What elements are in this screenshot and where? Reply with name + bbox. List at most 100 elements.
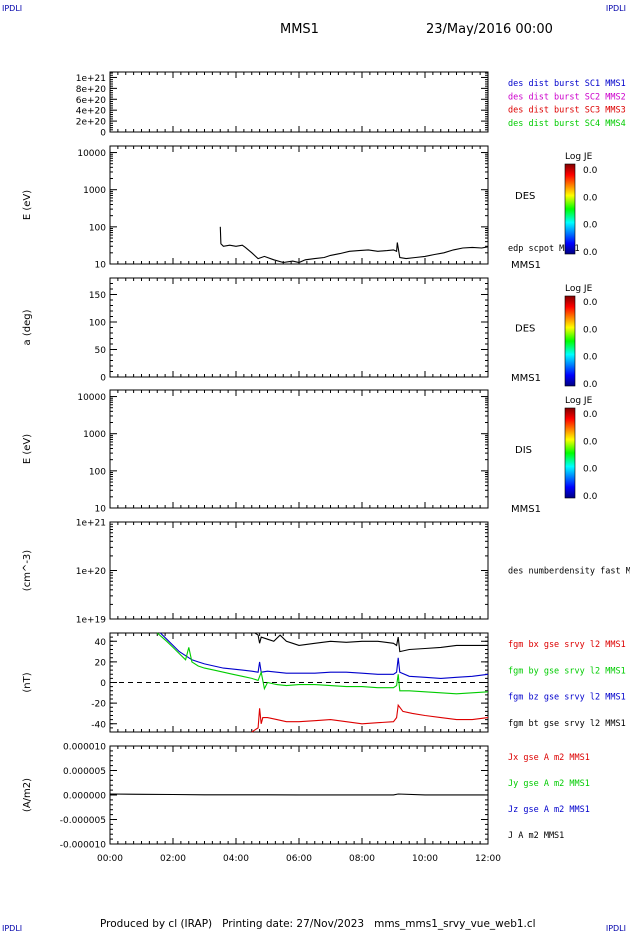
y-tick-label: 10000 — [77, 149, 106, 159]
colorbar-tick-label: 0.0 — [583, 193, 598, 203]
x-tick-label: 06:00 — [286, 854, 312, 864]
colorbar-tick-label: 0.0 — [583, 298, 598, 308]
y-tick-label: 1e+21 — [76, 74, 106, 84]
y-tick-label: 1e+21 — [76, 519, 106, 529]
y-tick-label: 1e+20 — [76, 567, 107, 577]
legend-entry: Jz gse A m2 MMS1 — [508, 805, 590, 815]
datetime-title: 23/May/2016 00:00 — [426, 22, 553, 37]
y-tick-label: 50 — [95, 346, 107, 356]
colorbar-tick-label: 0.0 — [583, 166, 598, 176]
colorbar-tick-label: 0.0 — [583, 437, 598, 447]
legend-entry: fgm bx gse srvy l2 MMS1 — [508, 640, 626, 650]
legend-entry: fgm bt gse srvy l2 MMS1 — [508, 719, 626, 729]
y-tick-label: 1000 — [83, 186, 106, 196]
legend-entry: J A m2 MMS1 — [508, 831, 564, 841]
y-tick-label: 4e+20 — [76, 107, 107, 117]
y-axis-label: (nT) — [22, 672, 33, 692]
x-tick-label: 08:00 — [349, 854, 375, 864]
y-tick-label: 10000 — [77, 393, 106, 403]
x-tick-label: 12:00 — [475, 854, 501, 864]
y-axis-label: a (deg) — [22, 309, 33, 345]
ipdli-bottom-left: IPDLI — [2, 924, 23, 933]
y-axis-label: (cm^-3) — [22, 550, 33, 591]
legend-entry: des dist burst SC3 MMS3 — [508, 106, 626, 116]
x-tick-label: 10:00 — [412, 854, 438, 864]
colorbar — [564, 295, 576, 387]
colorbar — [564, 407, 576, 499]
ipdli-top-left: IPDLI — [2, 4, 23, 13]
y-tick-label: 100 — [89, 467, 106, 477]
spacecraft-title: MMS1 — [280, 22, 319, 37]
panel-frame-dist — [109, 71, 489, 133]
legend-entry: des dist burst SC2 MMS2 — [508, 92, 626, 102]
panel-frame-des_pitch — [109, 277, 489, 378]
series-line-des_energy-0 — [219, 226, 489, 264]
colorbar-title: Log JE — [565, 152, 593, 162]
series-name-label: edp scpot MMS1 — [508, 244, 580, 254]
y-tick-label: 20 — [95, 658, 107, 668]
y-tick-label: 0 — [100, 374, 106, 384]
panel-frame-des_energy — [109, 145, 489, 265]
colorbar-tick-label: 0.0 — [583, 465, 598, 475]
y-tick-label: -20 — [91, 700, 106, 710]
y-tick-label: 100 — [89, 319, 106, 329]
y-tick-label: 1e+19 — [76, 616, 107, 626]
ipdli-bottom-right: IPDLI — [605, 924, 626, 933]
y-axis-label: (A/m2) — [22, 778, 33, 812]
y-tick-label: -0.000010 — [60, 841, 106, 851]
panel-label: DES — [515, 324, 535, 335]
colorbar-title: Log JE — [565, 284, 593, 294]
footer-credits: Produced by cl (IRAP) Printing date: 27/… — [100, 918, 536, 930]
panel-frame-density — [109, 521, 489, 620]
y-tick-label: 8e+20 — [76, 85, 107, 95]
legend-entry: des dist burst SC4 MMS4 — [508, 119, 626, 129]
x-tick-label: 02:00 — [160, 854, 186, 864]
colorbar-title: Log JE — [565, 396, 593, 406]
colorbar-tick-label: 0.0 — [583, 325, 598, 335]
legend-entry: fgm by gse srvy l2 MMS1 — [508, 666, 626, 676]
y-tick-label: 0 — [100, 679, 106, 689]
panel-sublabel: MMS1 — [511, 373, 541, 384]
y-tick-label: 0.000005 — [63, 767, 106, 777]
y-tick-label: 0.000000 — [63, 792, 106, 802]
series-line-fgm-1 — [160, 632, 489, 679]
y-tick-label: -0.000005 — [60, 816, 106, 826]
colorbar-tick-label: 0.0 — [583, 492, 598, 502]
colorbar-tick-label: 0.0 — [583, 221, 598, 231]
series-line-fgm-0 — [251, 703, 489, 733]
series-line-fgm-3 — [223, 632, 488, 653]
panel-label: DES — [515, 191, 535, 202]
colorbar — [564, 163, 576, 255]
y-tick-label: 6e+20 — [76, 96, 107, 106]
panel-sublabel: MMS1 — [511, 504, 541, 515]
y-tick-label: 0.000010 — [63, 743, 106, 753]
y-tick-label: 2e+20 — [76, 118, 107, 128]
x-tick-label: 04:00 — [223, 854, 249, 864]
legend-entry: des dist burst SC1 MMS1 — [508, 79, 626, 89]
y-tick-label: -40 — [91, 720, 106, 730]
ipdli-top-right: IPDLI — [605, 4, 626, 13]
series-line-current-0 — [109, 793, 488, 796]
colorbar-tick-label: 0.0 — [583, 248, 598, 258]
y-tick-label: 1000 — [83, 430, 106, 440]
legend-entry: fgm bz gse srvy l2 MMS1 — [508, 693, 626, 703]
y-tick-label: 0 — [100, 129, 106, 139]
y-axis-label: E (eV) — [22, 434, 33, 464]
panel-sublabel: MMS1 — [511, 260, 541, 271]
colorbar-tick-label: 0.0 — [583, 410, 598, 420]
colorbar-tick-label: 0.0 — [583, 353, 598, 363]
panel-frame-dis_energy — [109, 389, 489, 509]
legend-entry: Jx gse A m2 MMS1 — [508, 753, 590, 763]
panel-label: DIS — [515, 445, 532, 456]
y-axis-label: E (eV) — [22, 190, 33, 220]
x-tick-label: 00:00 — [97, 854, 123, 864]
legend-entry: Jy gse A m2 MMS1 — [508, 779, 590, 789]
legend-entry: des numberdensity fast M — [508, 567, 630, 577]
y-tick-label: 150 — [89, 291, 106, 301]
colorbar-tick-label: 0.0 — [583, 380, 598, 390]
y-tick-label: 10 — [95, 261, 107, 271]
y-tick-label: 10 — [95, 505, 107, 515]
y-tick-label: 40 — [95, 638, 107, 648]
series-line-fgm-2 — [156, 632, 489, 695]
